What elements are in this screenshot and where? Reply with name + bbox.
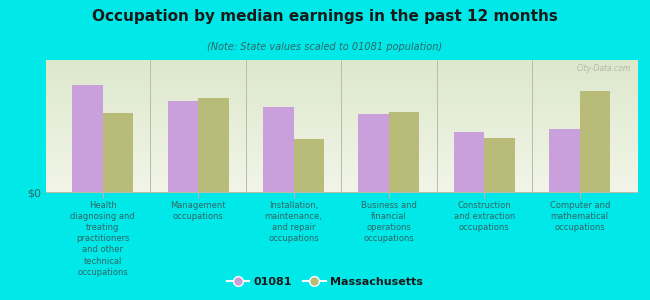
Bar	[580, 92, 610, 192]
Bar	[103, 113, 133, 192]
Text: Occupation by median earnings in the past 12 months: Occupation by median earnings in the pas…	[92, 9, 558, 24]
Bar	[198, 98, 229, 192]
Bar	[168, 101, 198, 192]
Legend: 01081, Massachusetts: 01081, Massachusetts	[223, 273, 427, 291]
Bar	[294, 139, 324, 192]
Bar	[484, 138, 515, 192]
Text: City-Data.com: City-Data.com	[577, 64, 631, 73]
Text: Health
diagnosing and
treating
practitioners
and other
technical
occupations: Health diagnosing and treating practitio…	[70, 201, 135, 277]
Text: Business and
financial
operations
occupations: Business and financial operations occupa…	[361, 201, 417, 243]
Text: Management
occupations: Management occupations	[170, 201, 226, 221]
Text: (Note: State values scaled to 01081 population): (Note: State values scaled to 01081 popu…	[207, 42, 443, 52]
Text: Computer and
mathematical
occupations: Computer and mathematical occupations	[549, 201, 610, 232]
Bar	[549, 129, 580, 192]
Bar	[263, 106, 294, 192]
Bar	[454, 132, 484, 192]
Bar	[358, 114, 389, 192]
Text: Construction
and extraction
occupations: Construction and extraction occupations	[454, 201, 515, 232]
Text: Installation,
maintenance,
and repair
occupations: Installation, maintenance, and repair oc…	[265, 201, 322, 243]
Bar	[72, 85, 103, 192]
Bar	[389, 112, 419, 192]
